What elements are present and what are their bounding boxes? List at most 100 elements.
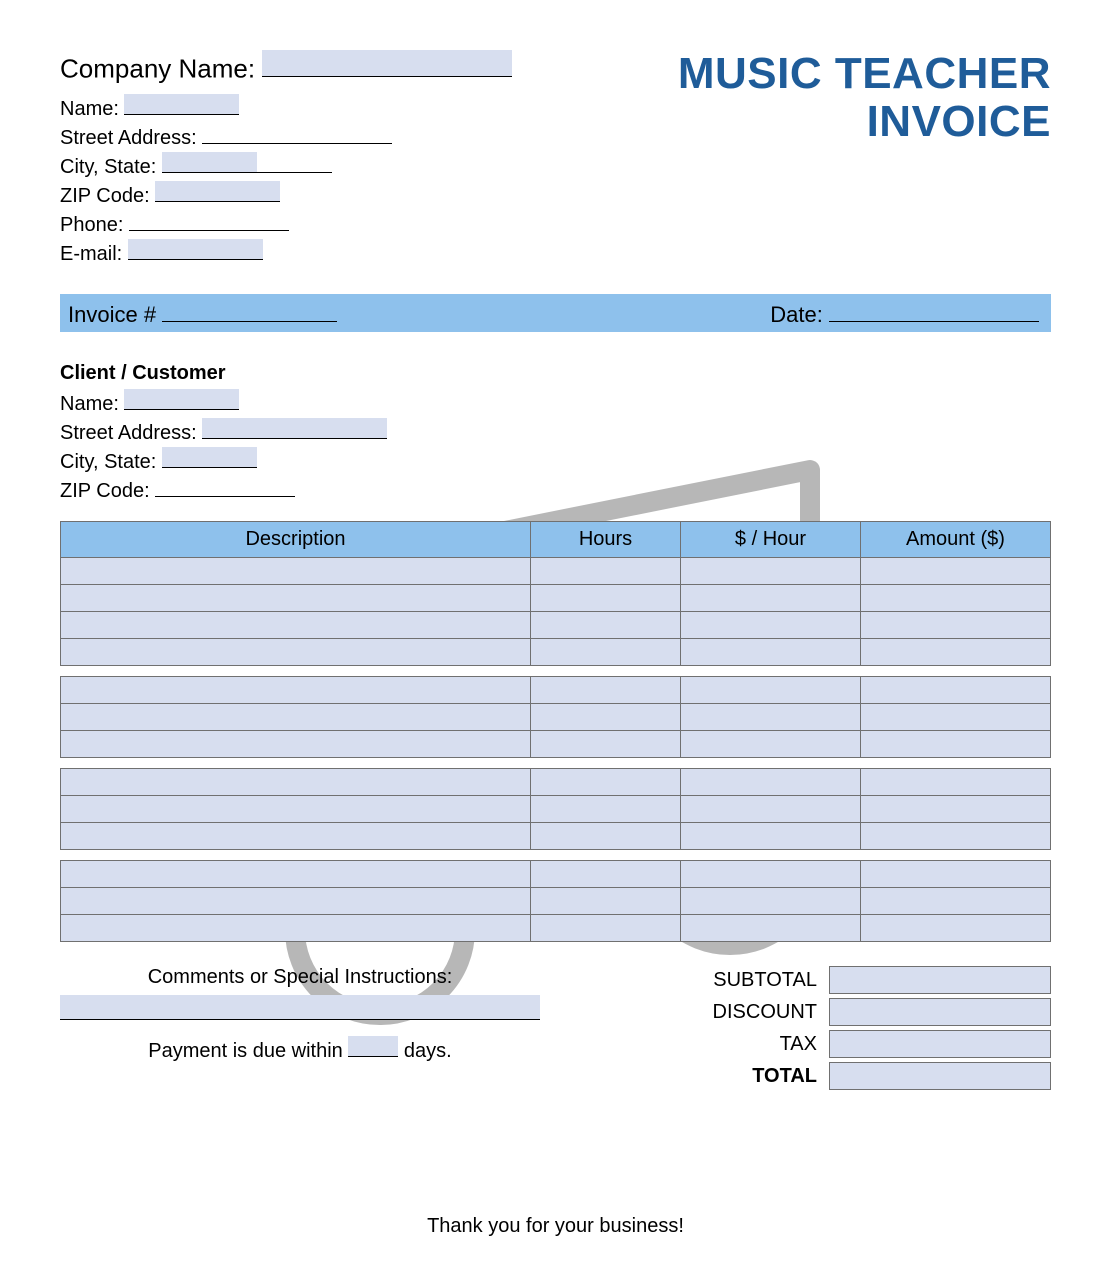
table-cell[interactable] <box>61 731 531 758</box>
table-row <box>61 731 1051 758</box>
table-cell[interactable] <box>531 823 681 850</box>
table-row <box>61 677 1051 704</box>
table-cell[interactable] <box>681 558 861 585</box>
table-row <box>61 639 1051 666</box>
table-cell[interactable] <box>861 823 1051 850</box>
client-field-input[interactable] <box>155 476 295 497</box>
table-cell[interactable] <box>531 558 681 585</box>
table-cell[interactable] <box>681 639 861 666</box>
totals-value[interactable] <box>829 1030 1051 1058</box>
totals-value[interactable] <box>829 966 1051 994</box>
table-cell[interactable] <box>61 704 531 731</box>
company-field-input[interactable] <box>129 210 289 231</box>
payment-prefix: Payment is due within <box>148 1040 343 1062</box>
client-block: Client / Customer Name: Street Address: … <box>60 362 1051 503</box>
table-cell[interactable] <box>61 769 531 796</box>
table-cell[interactable] <box>531 861 681 888</box>
title-line2: INVOICE <box>678 98 1051 146</box>
company-field-input[interactable] <box>202 123 392 144</box>
table-cell[interactable] <box>681 704 861 731</box>
table-cell[interactable] <box>61 612 531 639</box>
table-row <box>61 915 1051 942</box>
table-cell[interactable] <box>681 796 861 823</box>
table-cell[interactable] <box>61 823 531 850</box>
client-field-line: ZIP Code: <box>60 476 1051 503</box>
table-cell[interactable] <box>681 861 861 888</box>
table-cell[interactable] <box>861 769 1051 796</box>
company-name-label: Company Name: <box>60 53 255 83</box>
totals-value[interactable] <box>829 998 1051 1026</box>
company-field-label: Street Address: <box>60 127 197 149</box>
table-cell[interactable] <box>861 888 1051 915</box>
totals-value[interactable] <box>829 1062 1051 1090</box>
client-field-input[interactable] <box>162 447 257 468</box>
invoice-number-input[interactable] <box>162 299 337 322</box>
table-gap-row <box>61 758 1051 769</box>
table-cell[interactable] <box>681 731 861 758</box>
client-field-line: City, State: <box>60 447 1051 474</box>
table-row <box>61 769 1051 796</box>
table-cell[interactable] <box>531 769 681 796</box>
table-cell[interactable] <box>861 677 1051 704</box>
comments-input[interactable] <box>60 995 540 1020</box>
table-cell[interactable] <box>61 861 531 888</box>
company-field-input[interactable] <box>155 181 280 202</box>
client-field-line: Street Address: <box>60 418 1051 445</box>
company-field-input[interactable] <box>128 239 263 260</box>
client-field-input[interactable] <box>202 418 387 439</box>
client-field-label: Street Address: <box>60 422 197 444</box>
client-field-label: ZIP Code: <box>60 480 150 502</box>
table-cell[interactable] <box>61 558 531 585</box>
company-field-input[interactable] <box>257 152 332 173</box>
company-field-label: ZIP Code: <box>60 185 150 207</box>
table-cell[interactable] <box>531 585 681 612</box>
invoice-date-input[interactable] <box>829 299 1039 322</box>
table-cell[interactable] <box>861 861 1051 888</box>
table-cell[interactable] <box>681 769 861 796</box>
payment-suffix: days. <box>404 1040 452 1062</box>
table-cell[interactable] <box>531 796 681 823</box>
title-line1: MUSIC TEACHER <box>678 50 1051 98</box>
table-cell[interactable] <box>861 612 1051 639</box>
table-cell[interactable] <box>61 585 531 612</box>
table-cell[interactable] <box>531 704 681 731</box>
table-cell[interactable] <box>531 639 681 666</box>
table-cell[interactable] <box>861 558 1051 585</box>
table-cell[interactable] <box>861 639 1051 666</box>
company-name-input[interactable] <box>262 50 512 77</box>
client-header: Client / Customer <box>60 362 1051 385</box>
totals-label: DISCOUNT <box>677 1001 817 1024</box>
table-cell[interactable] <box>681 888 861 915</box>
table-cell[interactable] <box>61 796 531 823</box>
table-cell[interactable] <box>61 915 531 942</box>
table-cell[interactable] <box>681 823 861 850</box>
table-cell[interactable] <box>531 677 681 704</box>
table-cell[interactable] <box>681 585 861 612</box>
table-cell[interactable] <box>531 915 681 942</box>
table-cell[interactable] <box>861 915 1051 942</box>
payment-days-input[interactable] <box>348 1036 398 1057</box>
table-header-row: DescriptionHours$ / HourAmount ($) <box>61 522 1051 558</box>
table-cell[interactable] <box>861 731 1051 758</box>
table-cell[interactable] <box>861 704 1051 731</box>
table-cell[interactable] <box>861 585 1051 612</box>
comments-block: Comments or Special Instructions: Paymen… <box>60 966 540 1063</box>
company-field-input[interactable] <box>124 94 239 115</box>
company-field-line: City, State: <box>60 152 512 179</box>
table-cell[interactable] <box>61 888 531 915</box>
table-cell[interactable] <box>531 888 681 915</box>
company-field-line: Street Address: <box>60 123 512 150</box>
table-cell[interactable] <box>61 639 531 666</box>
table-cell[interactable] <box>681 612 861 639</box>
company-field-line: E-mail: <box>60 239 512 266</box>
table-cell[interactable] <box>61 677 531 704</box>
table-cell[interactable] <box>531 612 681 639</box>
table-cell[interactable] <box>681 915 861 942</box>
table-cell[interactable] <box>681 677 861 704</box>
client-field-input[interactable] <box>124 389 239 410</box>
company-field-input[interactable] <box>162 152 257 173</box>
table-row <box>61 823 1051 850</box>
table-cell[interactable] <box>531 731 681 758</box>
table-cell[interactable] <box>861 796 1051 823</box>
column-header: Amount ($) <box>861 522 1051 558</box>
